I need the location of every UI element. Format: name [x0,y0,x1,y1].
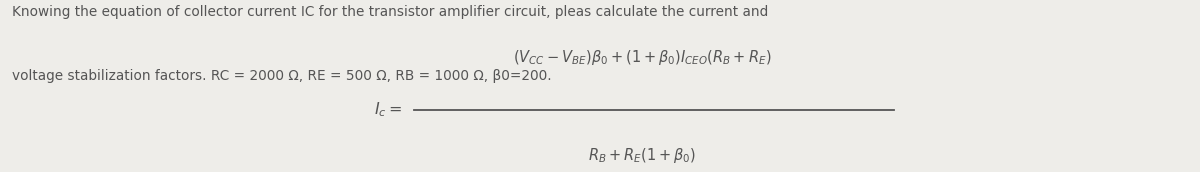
Text: $I_c =$: $I_c =$ [374,101,402,119]
Text: $R_B + R_E(1 + \beta_0)$: $R_B + R_E(1 + \beta_0)$ [588,146,696,165]
Text: $(V_{CC} - V_{BE})\beta_0 + (1 + \beta_0)I_{CEO}(R_B + R_E)$: $(V_{CC} - V_{BE})\beta_0 + (1 + \beta_0… [512,48,772,67]
Text: voltage stabilization factors. RC = 2000 Ω, RE = 500 Ω, RB = 1000 Ω, β0=200.: voltage stabilization factors. RC = 2000… [12,69,552,83]
Text: Knowing the equation of collector current IC for the transistor amplifier circui: Knowing the equation of collector curren… [12,5,768,19]
